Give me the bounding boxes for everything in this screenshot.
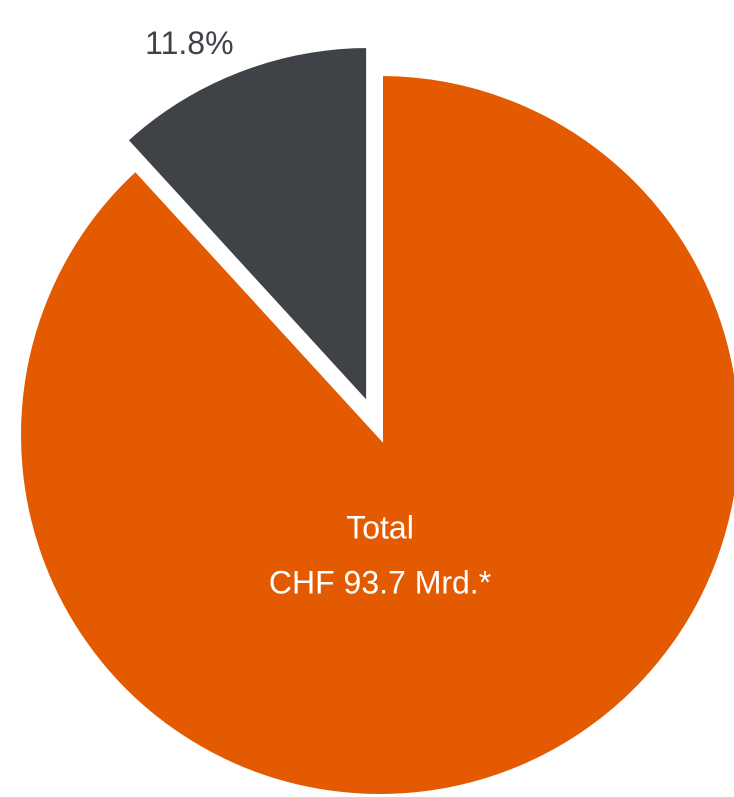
data-label: 11.8% <box>145 25 233 61</box>
center-text: Total <box>346 509 414 545</box>
pie-slice <box>15 69 734 797</box>
slices <box>15 42 734 797</box>
pie-slice <box>120 42 373 415</box>
center-text: CHF 93.7 Mrd.* <box>269 564 491 600</box>
